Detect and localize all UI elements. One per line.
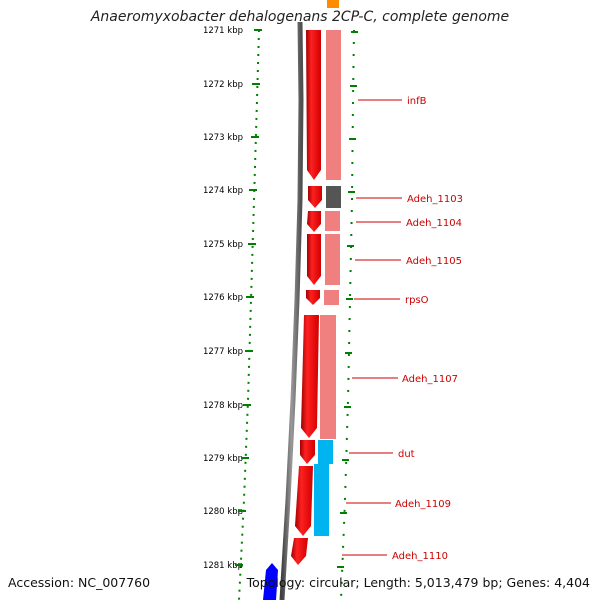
cog-segment-Adeh_1107	[320, 315, 336, 439]
gene-label-Adeh_1104[interactable]: Adeh_1104	[406, 218, 462, 229]
dotted-ring-right	[340, 29, 355, 600]
ruler-label: 1278 kbp	[203, 401, 243, 411]
cog-segment-dut	[318, 440, 333, 464]
cog-segment-Adeh_1103	[326, 186, 341, 208]
cog-segment-Adeh_1105	[325, 234, 340, 285]
accession-text: Accession: NC_007760	[8, 575, 151, 590]
ruler-label: 1277 kbp	[203, 347, 243, 357]
gene-label-rpsO[interactable]: rpsO	[405, 295, 429, 306]
cog-segment-Adeh_1109	[314, 464, 329, 536]
gene-arrow-Adeh_1107	[301, 315, 319, 438]
ruler-label: 1271 kbp	[203, 26, 243, 36]
cog-segment-Adeh_1104	[325, 211, 340, 231]
ruler-label: 1276 kbp	[203, 293, 243, 303]
ruler-label: 1280 kbp	[203, 507, 243, 517]
gene-arrow-Adeh_1105	[307, 234, 321, 285]
ruler-label: 1281 kbp	[203, 561, 243, 571]
gene-arrow-rpsO	[306, 290, 320, 305]
cog-segment-infB	[326, 30, 341, 180]
ruler-label: 1279 kbp	[203, 454, 243, 464]
gene-label-Adeh_1105[interactable]: Adeh_1105	[406, 256, 462, 267]
gene-label-infB[interactable]: infB	[407, 96, 427, 107]
ruler-label: 1274 kbp	[203, 186, 243, 196]
gene-arrow-Adeh_1110	[291, 538, 308, 565]
gene-arrow-Adeh_1109	[295, 466, 313, 536]
gene-label-Adeh_1103[interactable]: Adeh_1103	[407, 194, 463, 205]
gene-label-dut[interactable]: dut	[398, 449, 415, 460]
genome-backbone	[279, 21, 304, 600]
gene-arrow-dut	[300, 440, 315, 464]
cog-ring	[314, 0, 341, 536]
forward-strand-genes	[291, 30, 322, 565]
genome-summary-text: Topology: circular; Length: 5,013,479 bp…	[246, 575, 590, 590]
map-title: Anaeromyxobacter dehalogenans 2CP-C, com…	[90, 9, 510, 25]
reverse-strand-gene-arrow	[263, 563, 278, 600]
ruler-label: 1272 kbp	[203, 80, 243, 90]
gene-label-Adeh_1109[interactable]: Adeh_1109	[395, 499, 451, 510]
gene-label-Adeh_1110[interactable]: Adeh_1110	[392, 551, 448, 562]
ruler-label: 1273 kbp	[203, 133, 243, 143]
gene-label-Adeh_1107[interactable]: Adeh_1107	[402, 374, 458, 385]
cog-segment-rpsO	[324, 290, 339, 305]
gene-arrow-Adeh_1104	[307, 211, 321, 232]
gene-arrow-infB	[306, 30, 321, 180]
ruler-label: 1275 kbp	[203, 240, 243, 250]
gene-arrow-Adeh_1103	[308, 186, 322, 208]
